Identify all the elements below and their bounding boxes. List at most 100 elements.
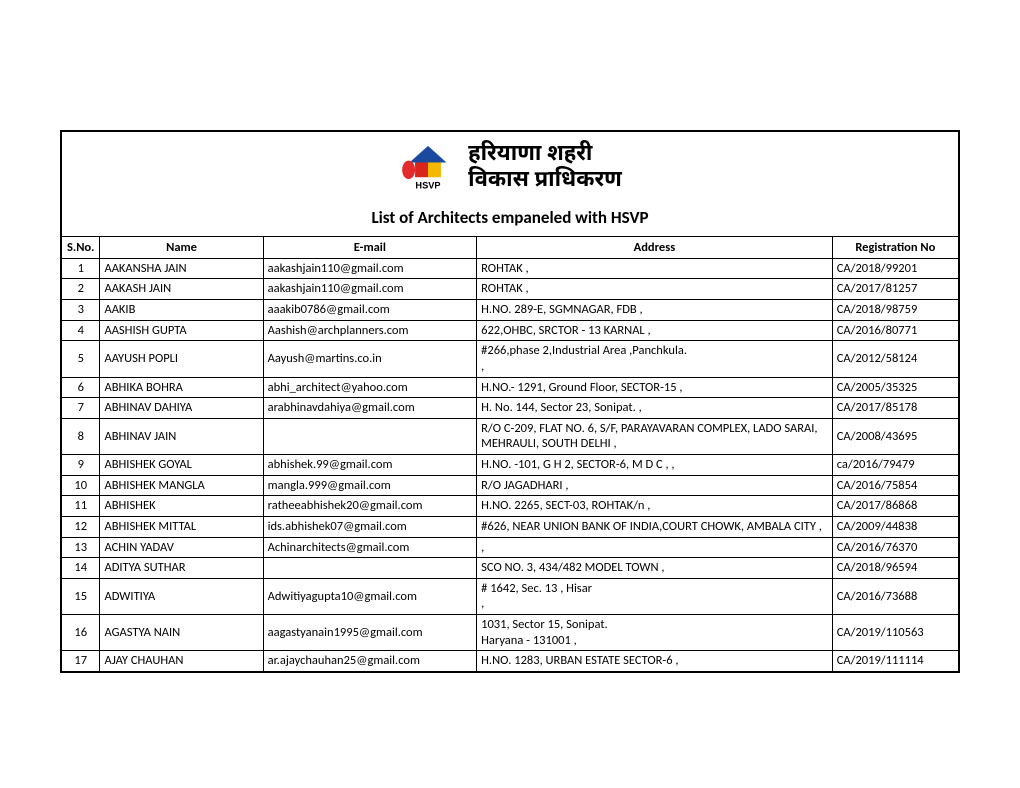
cell-address: R/O JAGADHARI , — [477, 475, 833, 496]
document-frame: HSVP हरियाणा शहरी विकास प्राधिकरण List o… — [60, 130, 960, 673]
cell-address: H. No. 144, Sector 23, Sonipat. , — [477, 398, 833, 419]
cell-email: Achinarchitects@gmail.com — [263, 537, 477, 558]
cell-email: Aashish@archplanners.com — [263, 320, 477, 341]
cell-regno: CA/2018/99201 — [832, 258, 958, 279]
cell-address: H.NO. 289-E, SGMNAGAR, FDB , — [477, 300, 833, 321]
col-header-name: Name — [100, 236, 263, 258]
col-header-regno: Registration No — [832, 236, 958, 258]
cell-name: AJAY CHAUHAN — [100, 651, 263, 671]
cell-regno: CA/2016/73688 — [832, 578, 958, 614]
cell-name: AASHISH GUPTA — [100, 320, 263, 341]
cell-email: ar.ajaychauhan25@gmail.com — [263, 651, 477, 671]
table-row: 9ABHISHEK GOYALabhishek.99@gmail.comH.NO… — [62, 455, 958, 476]
cell-name: ABHINAV DAHIYA — [100, 398, 263, 419]
cell-address: H.NO. -101, G H 2, SECTOR-6, M D C , , — [477, 455, 833, 476]
cell-regno: CA/2018/96594 — [832, 558, 958, 579]
cell-sno: 17 — [62, 651, 100, 671]
cell-regno: CA/2016/76370 — [832, 537, 958, 558]
cell-email: Adwitiyagupta10@gmail.com — [263, 578, 477, 614]
cell-sno: 16 — [62, 615, 100, 651]
cell-regno: CA/2019/111114 — [832, 651, 958, 671]
cell-sno: 14 — [62, 558, 100, 579]
cell-email: aagastyanain1995@gmail.com — [263, 615, 477, 651]
cell-regno: CA/2008/43695 — [832, 418, 958, 454]
cell-email: abhi_architect@yahoo.com — [263, 377, 477, 398]
cell-sno: 4 — [62, 320, 100, 341]
cell-regno: CA/2016/75854 — [832, 475, 958, 496]
col-header-email: E-mail — [263, 236, 477, 258]
cell-email: Aayush@martins.co.in — [263, 341, 477, 377]
table-row: 7ABHINAV DAHIYAarabhinavdahiya@gmail.com… — [62, 398, 958, 419]
table-row: 15ADWITIYAAdwitiyagupta10@gmail.com# 164… — [62, 578, 958, 614]
header-logo-area: HSVP हरियाणा शहरी विकास प्राधिकरण — [62, 132, 958, 201]
cell-regno: CA/2016/80771 — [832, 320, 958, 341]
cell-regno: CA/2017/85178 — [832, 398, 958, 419]
cell-sno: 3 — [62, 300, 100, 321]
cell-email: aaakib0786@gmail.com — [263, 300, 477, 321]
cell-address: #266,phase 2,Industrial Area ,Panchkula.… — [477, 341, 833, 377]
table-row: 10ABHISHEK MANGLAmangla.999@gmail.comR/O… — [62, 475, 958, 496]
cell-sno: 1 — [62, 258, 100, 279]
table-row: 1AAKANSHA JAINaakashjain110@gmail.comROH… — [62, 258, 958, 279]
table-row: 4AASHISH GUPTAAashish@archplanners.com62… — [62, 320, 958, 341]
col-header-sno: S.No. — [62, 236, 100, 258]
cell-name: AAKASH JAIN — [100, 279, 263, 300]
cell-email: aakashjain110@gmail.com — [263, 258, 477, 279]
table-row: 12ABHISHEK MITTALids.abhishek07@gmail.co… — [62, 516, 958, 537]
cell-sno: 12 — [62, 516, 100, 537]
cell-sno: 2 — [62, 279, 100, 300]
cell-regno: CA/2009/44838 — [832, 516, 958, 537]
cell-name: AAYUSH POPLI — [100, 341, 263, 377]
table-row: 6ABHIKA BOHRAabhi_architect@yahoo.comH.N… — [62, 377, 958, 398]
cell-address: SCO NO. 3, 434/482 MODEL TOWN , — [477, 558, 833, 579]
cell-address: ROHTAK , — [477, 279, 833, 300]
cell-address: , — [477, 537, 833, 558]
cell-email: mangla.999@gmail.com — [263, 475, 477, 496]
cell-name: ABHISHEK GOYAL — [100, 455, 263, 476]
table-row: 5AAYUSH POPLIAayush@martins.co.in#266,ph… — [62, 341, 958, 377]
cell-name: ADITYA SUTHAR — [100, 558, 263, 579]
cell-email: ratheeabhishek20@gmail.com — [263, 496, 477, 517]
cell-name: AGASTYA NAIN — [100, 615, 263, 651]
cell-name: ABHINAV JAIN — [100, 418, 263, 454]
col-header-address: Address — [477, 236, 833, 258]
table-row: 2AAKASH JAINaakashjain110@gmail.comROHTA… — [62, 279, 958, 300]
cell-sno: 10 — [62, 475, 100, 496]
cell-sno: 5 — [62, 341, 100, 377]
table-row: 13ACHIN YADAVAchinarchitects@gmail.com,C… — [62, 537, 958, 558]
cell-sno: 6 — [62, 377, 100, 398]
table-row: 16AGASTYA NAINaagastyanain1995@gmail.com… — [62, 615, 958, 651]
cell-email: aakashjain110@gmail.com — [263, 279, 477, 300]
hsvp-logo-icon: HSVP — [398, 144, 458, 192]
cell-address: H.NO.- 1291, Ground Floor, SECTOR-15 , — [477, 377, 833, 398]
cell-email — [263, 558, 477, 579]
cell-address: R/O C-209, FLAT NO. 6, S/F, PARAYAVARAN … — [477, 418, 833, 454]
cell-name: ABHISHEK — [100, 496, 263, 517]
hindi-line-1: हरियाणा शहरी — [468, 142, 622, 168]
hindi-line-2: विकास प्राधिकरण — [468, 168, 622, 194]
table-header-row: S.No. Name E-mail Address Registration N… — [62, 236, 958, 258]
cell-sno: 11 — [62, 496, 100, 517]
cell-address: 1031, Sector 15, Sonipat. Haryana - 1310… — [477, 615, 833, 651]
cell-address: #626, NEAR UNION BANK OF INDIA,COURT CHO… — [477, 516, 833, 537]
cell-sno: 9 — [62, 455, 100, 476]
cell-regno: CA/2018/98759 — [832, 300, 958, 321]
cell-sno: 7 — [62, 398, 100, 419]
cell-address: ROHTAK , — [477, 258, 833, 279]
table-row: 8ABHINAV JAIN R/O C-209, FLAT NO. 6, S/F,… — [62, 418, 958, 454]
cell-name: AAKANSHA JAIN — [100, 258, 263, 279]
cell-regno: CA/2012/58124 — [832, 341, 958, 377]
cell-address: 622,OHBC, SRCTOR - 13 KARNAL , — [477, 320, 833, 341]
cell-sno: 15 — [62, 578, 100, 614]
cell-email: arabhinavdahiya@gmail.com — [263, 398, 477, 419]
cell-sno: 13 — [62, 537, 100, 558]
architects-table: S.No. Name E-mail Address Registration N… — [62, 236, 958, 671]
table-row: 14ADITYA SUTHAR SCO NO. 3, 434/482 MODEL … — [62, 558, 958, 579]
table-row: 17AJAY CHAUHANar.ajaychauhan25@gmail.com… — [62, 651, 958, 671]
cell-name: ACHIN YADAV — [100, 537, 263, 558]
cell-email: abhishek.99@gmail.com — [263, 455, 477, 476]
cell-address: # 1642, Sec. 13 , Hisar , — [477, 578, 833, 614]
cell-regno: CA/2017/86868 — [832, 496, 958, 517]
cell-sno: 8 — [62, 418, 100, 454]
svg-text:HSVP: HSVP — [416, 181, 441, 191]
